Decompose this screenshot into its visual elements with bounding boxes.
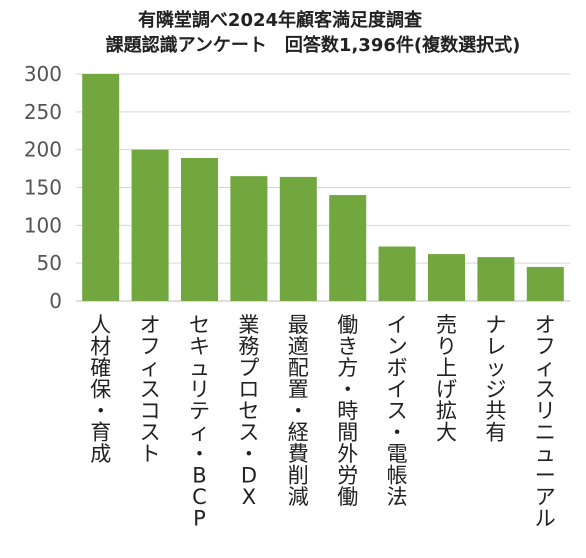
bar — [279, 176, 317, 301]
y-tick-label: 300 — [24, 62, 62, 86]
x-category-label: 売り上げ拡大 — [436, 313, 457, 445]
y-tick-label: 100 — [24, 213, 62, 237]
chart-subtitle: 課題認識アンケート 回答数1,396件(複数選択式) — [105, 35, 521, 56]
y-tick-label: 50 — [37, 251, 62, 275]
bar — [181, 157, 218, 301]
x-category-label: セキュリティ・ B C P — [189, 313, 210, 531]
x-category-label: 業務プロセス・ D X — [238, 313, 259, 509]
x-category-label: オフィスコスト — [140, 313, 161, 466]
x-category-label: インボイス・電帳法 — [387, 313, 408, 509]
x-category-label: 最適配置・経費削減 — [288, 313, 309, 509]
x-category-label: ナレッジ共有 — [485, 313, 506, 445]
x-category-label: 人材確保・育成 — [90, 313, 111, 466]
bar — [329, 195, 367, 301]
bar — [378, 246, 416, 301]
bar — [230, 176, 268, 301]
y-tick-label: 200 — [24, 138, 62, 162]
bar — [131, 149, 169, 301]
chart-title: 有隣堂調べ2024年顧客満足度調査 — [137, 10, 423, 31]
bar — [82, 74, 120, 301]
x-category-label: 働き方・時間外労働 — [337, 313, 358, 509]
bar — [477, 257, 515, 301]
bar — [428, 254, 465, 301]
bar — [526, 266, 564, 301]
y-tick-label: 0 — [49, 289, 62, 313]
y-tick-label: 150 — [24, 176, 62, 200]
x-category-label: オフィスリニューアル — [535, 313, 556, 531]
y-tick-label: 250 — [24, 100, 62, 124]
